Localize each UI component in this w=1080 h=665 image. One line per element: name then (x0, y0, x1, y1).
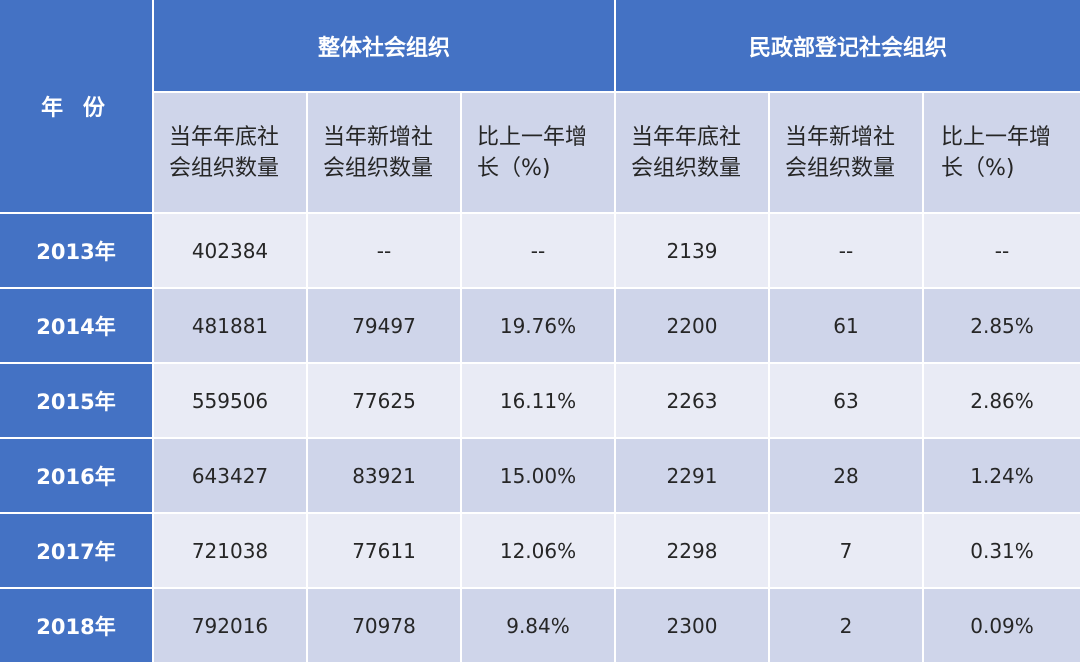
overall-growth-cell: 12.06% (462, 514, 616, 589)
overall-year-end-count-cell: 792016 (154, 589, 308, 664)
sub-header-row: 当年年底社会组织数量 当年新增社会组织数量 比上一年增长（%) 当年年底社会组织… (0, 93, 1080, 214)
table-row: 2015年 559506 77625 16.11% 2263 63 2.86% (0, 364, 1080, 439)
ministry-year-end-count-cell: 2263 (616, 364, 770, 439)
year-cell: 2013年 (0, 214, 154, 289)
sub-header-new-count: 当年新增社会组织数量 (770, 93, 924, 214)
overall-year-end-count-cell: 402384 (154, 214, 308, 289)
overall-year-end-count-cell: 643427 (154, 439, 308, 514)
year-cell: 2018年 (0, 589, 154, 664)
overall-new-count-cell: 79497 (308, 289, 462, 364)
table-row: 2017年 721038 77611 12.06% 2298 7 0.31% (0, 514, 1080, 589)
ministry-new-count-cell: 63 (770, 364, 924, 439)
table-row: 2014年 481881 79497 19.76% 2200 61 2.85% (0, 289, 1080, 364)
overall-growth-cell: 16.11% (462, 364, 616, 439)
sub-header-label: 比上一年增长（%) (477, 124, 588, 181)
ministry-new-count-cell: 28 (770, 439, 924, 514)
sub-header-growth-rate: 比上一年增长（%) (462, 93, 616, 214)
ministry-new-count-cell: 2 (770, 589, 924, 664)
overall-new-count-cell: 70978 (308, 589, 462, 664)
sub-header-label: 当年年底社会组织数量 (169, 124, 280, 181)
sub-header-label: 当年新增社会组织数量 (785, 124, 896, 181)
sub-header-growth-rate: 比上一年增长（%) (924, 93, 1080, 214)
overall-year-end-count-cell: 559506 (154, 364, 308, 439)
year-cell: 2014年 (0, 289, 154, 364)
table-row: 2016年 643427 83921 15.00% 2291 28 1.24% (0, 439, 1080, 514)
group-header-ministry: 民政部登记社会组织 (616, 0, 1080, 93)
overall-new-count-cell: 83921 (308, 439, 462, 514)
year-column-header: 年 份 (0, 0, 154, 214)
sub-header-new-count: 当年新增社会组织数量 (308, 93, 462, 214)
overall-year-end-count-cell: 481881 (154, 289, 308, 364)
table-row: 2018年 792016 70978 9.84% 2300 2 0.09% (0, 589, 1080, 664)
ministry-year-end-count-cell: 2298 (616, 514, 770, 589)
overall-growth-cell: 15.00% (462, 439, 616, 514)
sub-header-label: 比上一年增长（%) (941, 124, 1052, 181)
ministry-growth-cell: 2.85% (924, 289, 1080, 364)
sub-header-year-end-count: 当年年底社会组织数量 (616, 93, 770, 214)
ministry-year-end-count-cell: 2291 (616, 439, 770, 514)
ministry-growth-cell: 1.24% (924, 439, 1080, 514)
overall-growth-cell: 19.76% (462, 289, 616, 364)
year-cell: 2016年 (0, 439, 154, 514)
ministry-growth-cell: 0.31% (924, 514, 1080, 589)
group-header-row: 年 份 整体社会组织 民政部登记社会组织 (0, 0, 1080, 214)
ministry-growth-cell: 2.86% (924, 364, 1080, 439)
sub-header-label: 当年年底社会组织数量 (631, 124, 742, 181)
table-header: 年 份 整体社会组织 民政部登记社会组织 当年年底社会组织数量 当年新增社会组织… (0, 0, 1080, 214)
group-header-overall: 整体社会组织 (154, 0, 616, 93)
ministry-year-end-count-cell: 2200 (616, 289, 770, 364)
overall-year-end-count-cell: 721038 (154, 514, 308, 589)
year-cell: 2015年 (0, 364, 154, 439)
ministry-year-end-count-cell: 2300 (616, 589, 770, 664)
overall-new-count-cell: 77625 (308, 364, 462, 439)
ministry-growth-cell: -- (924, 214, 1080, 289)
ministry-new-count-cell: 61 (770, 289, 924, 364)
sub-header-label: 当年新增社会组织数量 (323, 124, 434, 181)
sub-header-year-end-count: 当年年底社会组织数量 (154, 93, 308, 214)
table-row: 2013年 402384 -- -- 2139 -- -- (0, 214, 1080, 289)
table-body: 2013年 402384 -- -- 2139 -- -- 2014年 4818… (0, 214, 1080, 664)
overall-new-count-cell: 77611 (308, 514, 462, 589)
year-cell: 2017年 (0, 514, 154, 589)
ministry-growth-cell: 0.09% (924, 589, 1080, 664)
overall-growth-cell: -- (462, 214, 616, 289)
ministry-new-count-cell: 7 (770, 514, 924, 589)
overall-new-count-cell: -- (308, 214, 462, 289)
ministry-new-count-cell: -- (770, 214, 924, 289)
ministry-year-end-count-cell: 2139 (616, 214, 770, 289)
overall-growth-cell: 9.84% (462, 589, 616, 664)
